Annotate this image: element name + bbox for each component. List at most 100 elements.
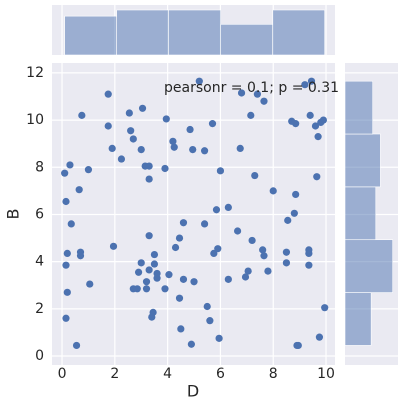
point: [284, 216, 292, 224]
y-tick-label: 4: [35, 254, 44, 270]
hist-bar: [272, 9, 326, 56]
point: [210, 249, 218, 258]
y-tick-label: 6: [35, 206, 44, 222]
point: [282, 248, 291, 256]
point: [233, 227, 242, 235]
point: [214, 245, 222, 253]
point: [175, 294, 184, 302]
point: [75, 186, 83, 194]
point: [315, 333, 324, 341]
point: [61, 169, 69, 177]
point: [186, 125, 194, 134]
hist-bar: [344, 133, 381, 188]
hist-bar: [344, 292, 372, 346]
point: [66, 161, 74, 169]
point: [253, 90, 261, 98]
hist-bar: [116, 9, 169, 56]
point: [104, 90, 112, 98]
point: [212, 206, 221, 214]
point: [179, 219, 188, 227]
point: [137, 145, 145, 154]
y-tick-label: 12: [26, 65, 44, 81]
point: [149, 308, 157, 316]
x-axis-label: D: [187, 382, 199, 401]
hist-bar: [168, 9, 221, 56]
point: [63, 288, 71, 296]
point: [236, 144, 244, 153]
y-tick-label: 8: [35, 159, 44, 175]
point: [161, 285, 169, 293]
point: [187, 340, 195, 348]
point: [264, 267, 272, 275]
point: [224, 275, 232, 283]
point: [76, 252, 85, 260]
point: [177, 325, 185, 333]
point: [282, 259, 291, 267]
point: [62, 314, 70, 322]
hist-bar: [344, 80, 373, 135]
point: [216, 167, 225, 175]
y-tick-label: 0: [35, 348, 44, 364]
point: [162, 115, 170, 123]
point: [142, 278, 151, 286]
point: [104, 122, 112, 130]
hist-bar: [344, 186, 377, 241]
point: [190, 278, 198, 286]
point: [84, 166, 93, 174]
point: [138, 104, 147, 112]
point: [171, 243, 180, 252]
point: [215, 334, 223, 342]
x-tick-label: 10: [317, 366, 335, 382]
x-tick-label: 2: [110, 366, 119, 382]
point: [311, 122, 320, 130]
point: [170, 143, 178, 151]
point: [133, 285, 141, 293]
y-tick-label: 10: [26, 112, 44, 128]
x-tick-label: 6: [216, 366, 225, 382]
point: [78, 111, 86, 119]
point: [321, 304, 329, 312]
point: [292, 190, 300, 199]
point: [206, 317, 214, 325]
point: [244, 267, 252, 275]
hist-bar: [344, 239, 394, 293]
point: [150, 260, 159, 268]
point: [237, 89, 246, 97]
point: [294, 341, 302, 350]
point: [195, 77, 203, 85]
annotation: pearsonr = 0.1; p = 0.31: [164, 80, 339, 96]
point: [200, 220, 209, 228]
x-tick-label: 0: [58, 366, 67, 382]
point: [175, 234, 184, 242]
point: [179, 275, 188, 283]
point: [145, 266, 153, 274]
point: [292, 120, 300, 128]
y-axis-label: B: [4, 209, 23, 220]
hist-bar: [64, 15, 117, 56]
point: [86, 280, 94, 288]
point: [145, 162, 153, 170]
point: [247, 111, 255, 119]
point: [307, 77, 316, 85]
y-tick-label: 2: [35, 301, 44, 317]
point: [129, 135, 137, 143]
point: [260, 252, 268, 260]
point: [165, 271, 173, 279]
point: [269, 187, 277, 195]
point: [142, 285, 151, 293]
point: [319, 116, 327, 124]
point: [301, 81, 309, 89]
point: [305, 261, 313, 269]
point: [62, 197, 70, 206]
point: [313, 173, 321, 181]
point: [305, 246, 313, 254]
point: [224, 203, 232, 211]
x-tick-label: 8: [269, 366, 278, 382]
point: [117, 155, 126, 163]
point: [145, 232, 153, 240]
point: [306, 111, 314, 119]
point: [145, 175, 153, 183]
point: [248, 236, 256, 245]
point: [125, 109, 133, 117]
